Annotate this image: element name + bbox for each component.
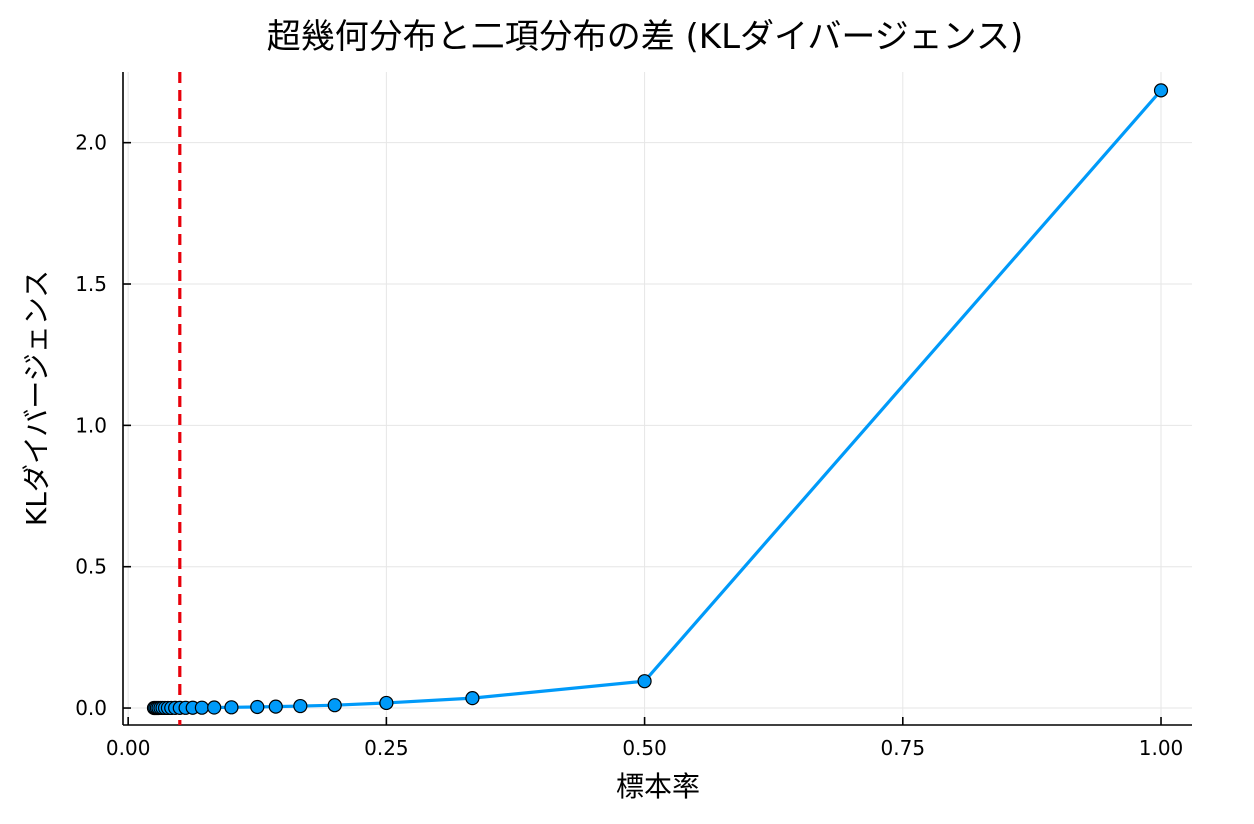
- data-point: [268, 699, 283, 714]
- data-point: [327, 698, 342, 713]
- chart-title: 超幾何分布と二項分布の差 (KLダイバージェンス): [267, 17, 1024, 57]
- data-point: [224, 700, 239, 715]
- data-point: [379, 695, 394, 711]
- y-tick-label: 0.0: [75, 696, 107, 720]
- x-tick-label: 0.50: [622, 736, 667, 760]
- tick-labels: 0.00 0.25 0.50 0.75 1.00 0.0 0.5 1.0 1.5 2.0: [75, 131, 1183, 760]
- data-point: [637, 674, 652, 689]
- x-tick-label: 0.75: [881, 736, 926, 760]
- data-point: [250, 699, 265, 715]
- x-tick-label: 0.00: [106, 736, 151, 760]
- data-point: [207, 700, 222, 715]
- grid-lines: [123, 72, 1192, 725]
- y-tick-label: 1.0: [75, 413, 107, 437]
- series-line: [153, 89, 1163, 710]
- y-tick-label: 0.5: [75, 555, 107, 579]
- x-axis-label: 標本率: [616, 770, 700, 803]
- y-tick-label: 1.5: [75, 272, 107, 296]
- axes: [122, 72, 1192, 726]
- data-point: [1153, 83, 1169, 98]
- data-point: [293, 698, 308, 714]
- x-tick-label: 0.25: [364, 736, 409, 760]
- y-axis-label: KLダイバージェンス: [20, 270, 53, 526]
- data-point: [465, 691, 480, 706]
- series-group: [146, 83, 1169, 716]
- x-tick-label: 1.00: [1139, 736, 1184, 760]
- data-point: [194, 700, 210, 715]
- y-tick-label: 2.0: [75, 131, 107, 155]
